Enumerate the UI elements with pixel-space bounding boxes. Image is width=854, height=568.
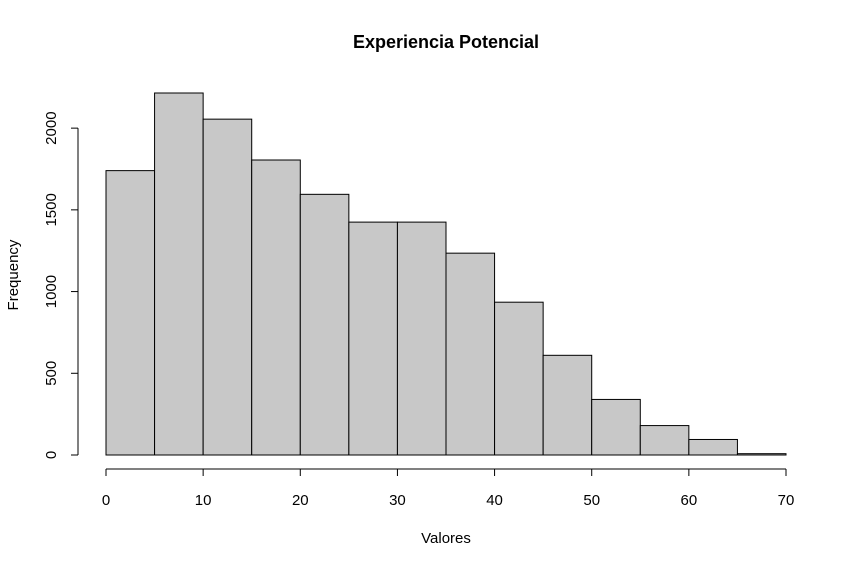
y-tick-label: 2000 (43, 111, 60, 144)
histogram-bar (105, 170, 156, 456)
x-tick-label: 50 (583, 492, 600, 509)
x-tick-label: 60 (681, 492, 698, 509)
histogram-bar (591, 398, 641, 456)
y-tick-label: 1000 (43, 275, 60, 308)
x-tick-label: 0 (102, 492, 110, 509)
histogram-bar (396, 221, 447, 456)
histogram-bar (299, 193, 350, 456)
histogram-bar (154, 92, 204, 456)
histogram-bar (736, 453, 787, 456)
x-tick-label: 70 (778, 492, 795, 509)
histogram-bar (494, 301, 544, 456)
y-tick-label: 0 (43, 451, 60, 459)
histogram-bar (202, 118, 253, 456)
bars-group (105, 92, 787, 456)
chart-title: Experiencia Potencial (353, 32, 539, 52)
histogram-bar (251, 159, 301, 456)
histogram-bar (639, 425, 690, 456)
y-tick-label: 1500 (43, 193, 60, 226)
x-tick-label: 40 (486, 492, 503, 509)
histogram-bar (445, 252, 496, 456)
y-axis-label: Frequency (5, 239, 22, 310)
x-tick-label: 30 (389, 492, 406, 509)
histogram-bar (348, 221, 398, 456)
y-axis: 0 500 1000 1500 2000 (43, 111, 79, 459)
x-axis-label: Valores (421, 530, 471, 547)
x-tick-label: 20 (292, 492, 309, 509)
y-tick-label: 500 (43, 361, 60, 386)
histogram-bar (688, 438, 738, 456)
x-tick-label: 10 (195, 492, 212, 509)
x-axis: 0 10 20 30 40 50 60 70 (102, 468, 795, 509)
histogram-bar (542, 354, 593, 456)
